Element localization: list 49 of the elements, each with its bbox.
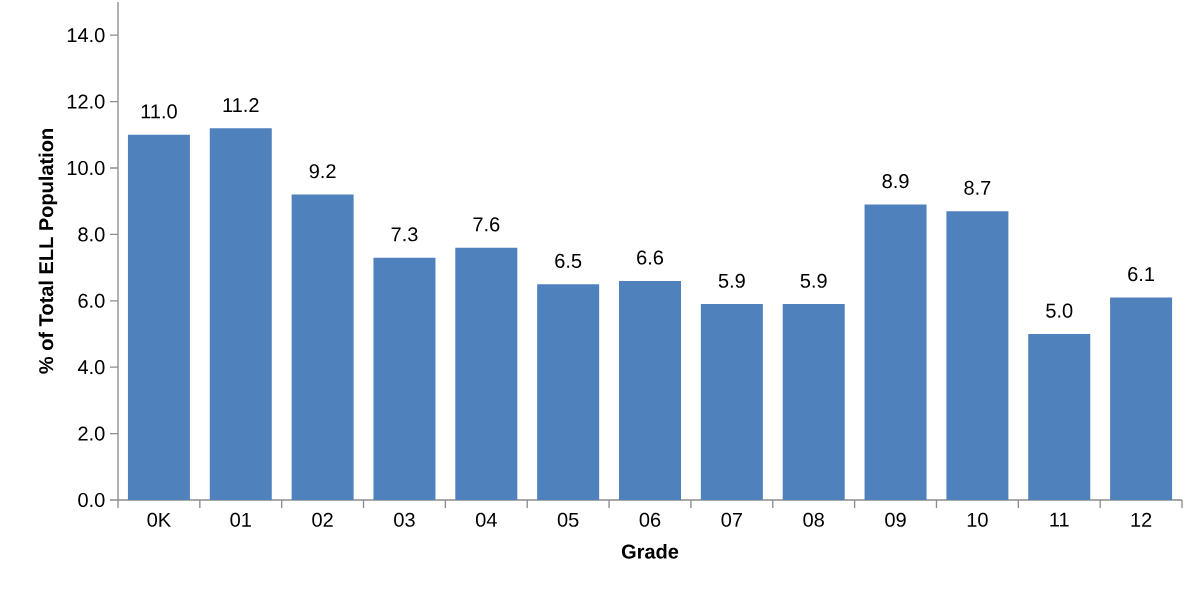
y-tick-label: 4.0 [77, 360, 105, 375]
y-tick-label: 12.0 [67, 94, 105, 109]
x-tick-label: 08 [803, 512, 824, 527]
x-tick-label: 05 [557, 512, 579, 527]
y-tick-label: 6.0 [78, 293, 105, 308]
y-tick-label: 14.0 [67, 28, 105, 43]
bar [127, 134, 190, 500]
bar [782, 304, 845, 500]
x-tick-label: 04 [475, 512, 497, 527]
x-axis-title: Grade [621, 544, 679, 559]
bar [209, 128, 272, 500]
x-tick-label: 12 [1131, 512, 1152, 527]
x-tick-label: 09 [885, 512, 906, 527]
y-tick-label: 0.0 [78, 492, 105, 508]
y-tick-label: 2.0 [78, 426, 105, 441]
bar [373, 257, 436, 500]
data-label: 11.2 [223, 97, 259, 112]
bar [946, 211, 1009, 500]
x-tick-label: 03 [394, 512, 415, 527]
bar [864, 204, 927, 500]
x-tick-label: 06 [639, 512, 661, 527]
data-label: 6.1 [1128, 267, 1155, 282]
bar [1028, 334, 1091, 500]
data-label: 5.9 [718, 273, 745, 288]
data-label: 6.6 [637, 250, 664, 265]
data-label: 8.9 [882, 174, 909, 189]
x-tick-label: 07 [721, 512, 742, 527]
y-tick-label: 8.0 [78, 227, 105, 242]
data-label: 5.9 [800, 273, 827, 288]
data-label: 7.6 [473, 217, 500, 232]
y-tick-label: 10.0 [67, 160, 105, 176]
x-tick-label: 10 [967, 512, 988, 527]
y-axis-title: % of Total ELL Population [38, 129, 58, 374]
data-label: 5.0 [1046, 303, 1073, 318]
bar [291, 194, 354, 500]
bar [537, 284, 600, 500]
x-tick-label: 01 [230, 512, 251, 527]
data-label: 8.7 [964, 180, 991, 195]
data-label: 9.2 [309, 164, 336, 179]
data-label: 7.3 [391, 227, 418, 242]
bar [1110, 297, 1173, 500]
data-label: 6.5 [555, 253, 582, 268]
x-tick-label: 02 [312, 512, 333, 527]
bar [619, 280, 682, 500]
x-tick-label: 0K [147, 512, 171, 527]
bar [700, 304, 763, 500]
x-tick-label: 11 [1050, 512, 1069, 527]
bar [455, 247, 518, 500]
data-label: 11.0 [141, 104, 177, 119]
